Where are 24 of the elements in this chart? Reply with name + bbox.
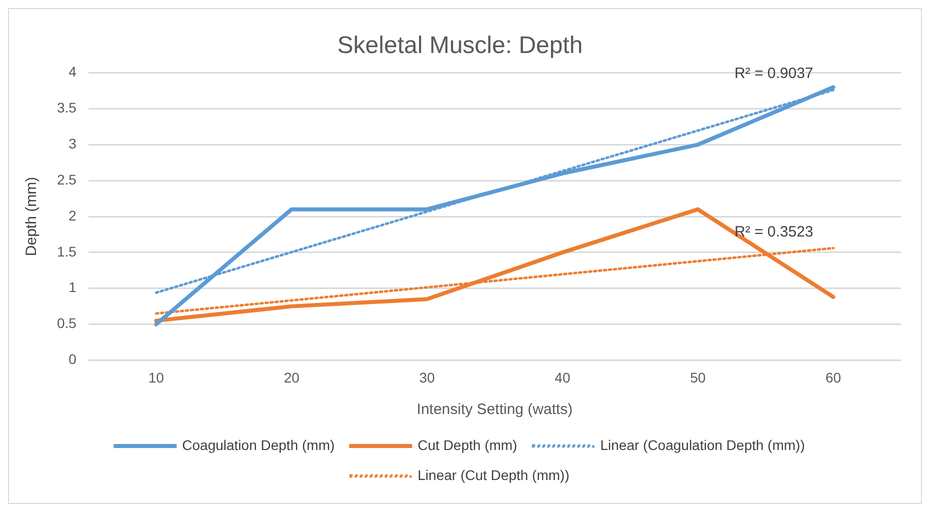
y-tick-label: 3.5 [56,100,77,116]
legend-label: Linear (Cut Depth (mm)) [418,466,570,483]
legend-label: Linear (Coagulation Depth (mm)) [600,436,805,453]
x-tick-label: 50 [690,369,706,386]
x-tick-label: 20 [284,369,300,386]
y-axis-title: Depth (mm) [23,176,40,256]
legend-label: Coagulation Depth (mm) [182,436,335,453]
y-tick-label: 0 [68,351,77,368]
y-tick-label: 0.5 [56,315,77,332]
x-tick-label: 60 [826,369,842,386]
y-tick-label: 1 [68,279,77,296]
y-tick-label: 1.5 [56,243,77,260]
chart-title: Skeletal Muscle: Depth [337,32,583,60]
legend-label: Cut Depth (mm) [418,436,518,453]
y-tick-label: 2.5 [56,171,77,188]
y-tick-label: 2 [68,207,77,224]
y-tick-label: 4 [68,64,77,80]
x-tick-label: 10 [148,369,164,386]
x-tick-label: 40 [554,369,570,386]
annotation: R² = 0.3523 [734,223,814,240]
y-tick-label: 3 [68,136,77,152]
x-axis-title: Intensity Setting (watts) [416,401,573,418]
annotation: R² = 0.9037 [734,65,814,82]
x-tick-label: 30 [419,369,436,386]
